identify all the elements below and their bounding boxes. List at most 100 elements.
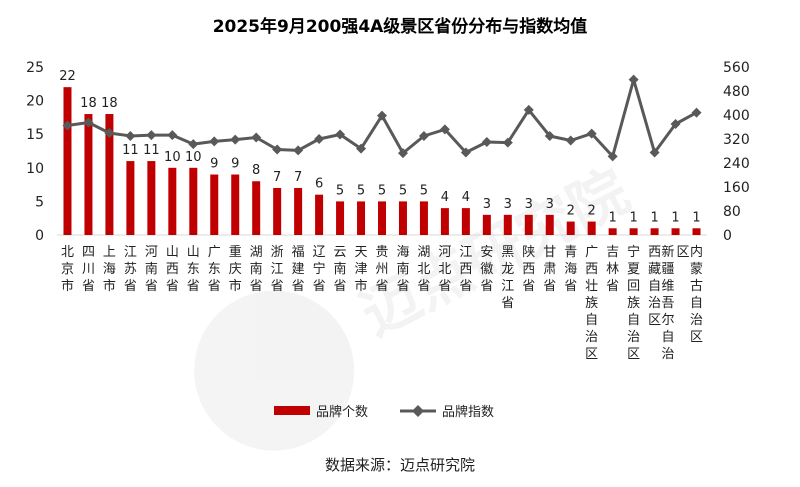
category-label: 宁夏回族自治区	[627, 244, 640, 362]
bar	[105, 114, 114, 235]
category-label: 黑龙江省	[501, 245, 514, 311]
bar	[587, 221, 596, 235]
line-point	[125, 131, 136, 141]
bar-data-label: 3	[483, 197, 491, 212]
category-label: 江西省	[459, 245, 472, 294]
bar	[231, 174, 240, 235]
bar-data-label: 3	[504, 197, 512, 212]
bar	[252, 181, 261, 235]
bar-data-label: 22	[59, 69, 76, 84]
bar-data-label: 2	[567, 204, 575, 219]
bar	[84, 114, 93, 235]
line-point	[628, 74, 639, 85]
bar-data-label: 3	[546, 197, 554, 212]
bar-data-label: 1	[629, 210, 637, 225]
category-label: 湖北省	[417, 245, 430, 294]
category-label: 四川省	[82, 245, 95, 294]
left-y-axis: 0 5 10 15 20 25	[26, 60, 44, 244]
line-point	[670, 119, 681, 129]
line-point	[544, 131, 555, 141]
bar-data-label: 7	[273, 170, 281, 185]
category-label: 河北省	[438, 245, 451, 294]
line-point	[83, 117, 94, 128]
right-axis-tick-label: 0	[723, 228, 732, 244]
right-axis-tick-label: 400	[723, 108, 750, 124]
bar	[189, 167, 198, 235]
bar	[126, 161, 135, 235]
right-axis-tick-label: 160	[723, 180, 750, 196]
category-label: 新疆维吾尔自治区	[662, 244, 690, 362]
line-point	[104, 128, 115, 138]
bar-data-label: 11	[122, 143, 139, 158]
bar-data-label: 11	[143, 143, 160, 158]
bar	[419, 201, 428, 235]
category-label: 浙江省	[271, 245, 284, 294]
bar-data-label: 18	[80, 96, 97, 111]
line-point	[62, 120, 73, 131]
bar	[63, 87, 72, 235]
bar	[545, 214, 554, 235]
bar-data-label: 10	[185, 150, 202, 165]
right-y-axis: 0 80 160 240 320 400 480 560	[723, 60, 750, 244]
bar	[398, 201, 407, 235]
bar	[503, 214, 512, 235]
line-point	[418, 131, 429, 141]
right-axis-tick-label: 560	[723, 60, 750, 76]
category-label: 上海市	[103, 245, 116, 294]
bar-data-label: 1	[650, 210, 658, 225]
left-axis-tick-label: 0	[35, 228, 44, 244]
bar-data-label: 2	[588, 204, 596, 219]
legend-line-label: 品牌指数	[442, 404, 494, 420]
line-point	[649, 147, 660, 158]
left-axis-tick-label: 25	[26, 60, 44, 76]
line-point	[167, 130, 178, 141]
category-label: 青海省	[564, 245, 577, 294]
bar	[461, 208, 470, 235]
category-label: 广西壮族自治区	[585, 245, 598, 362]
category-label: 甘肃省	[543, 245, 556, 294]
bar-data-label: 9	[231, 157, 239, 172]
legend: 品牌个数 品牌指数	[274, 404, 494, 420]
category-label: 贵州省	[375, 245, 388, 294]
bar-data-label: 1	[609, 210, 617, 225]
legend-line-marker	[412, 405, 424, 417]
bar	[629, 228, 638, 235]
legend-bar-label: 品牌个数	[316, 404, 368, 420]
line-point	[188, 139, 199, 150]
bar-data-label: 4	[441, 190, 449, 205]
line-point	[586, 128, 597, 139]
bar	[524, 214, 533, 235]
bar-data-label: 5	[420, 183, 428, 198]
bar-data-label: 1	[692, 210, 700, 225]
bar	[357, 201, 366, 235]
category-labels: 北京市四川省上海市江苏省河南省山西省山东省广东省重庆市湖南省浙江省福建省辽宁省云…	[61, 244, 703, 362]
line-point	[607, 151, 618, 162]
line-point	[481, 137, 492, 147]
category-label: 江苏省	[124, 245, 137, 294]
bar	[210, 174, 219, 235]
category-label: 福建省	[292, 245, 305, 294]
bar-data-label: 6	[315, 177, 323, 192]
category-label: 陕西省	[522, 245, 535, 294]
line-point	[565, 135, 576, 146]
line-point	[523, 104, 534, 115]
bar	[378, 201, 386, 235]
bar-data-label: 5	[357, 183, 365, 198]
category-label: 北京市	[61, 245, 74, 294]
line-point	[335, 129, 346, 140]
left-axis-tick-label: 5	[35, 194, 44, 210]
legend-bar-swatch	[274, 406, 310, 415]
left-axis-tick-label: 20	[26, 94, 44, 110]
category-label: 湖南省	[250, 245, 263, 294]
category-label: 河南省	[145, 245, 158, 294]
line-point	[356, 143, 367, 154]
left-axis-tick-label: 10	[26, 161, 44, 177]
bar	[147, 161, 156, 235]
line-point	[460, 147, 471, 158]
right-axis-tick-label: 480	[723, 84, 750, 100]
category-label: 广东省	[208, 245, 221, 294]
line-point	[209, 136, 220, 147]
category-label: 辽宁省	[313, 245, 326, 294]
category-label: 西藏自治区	[648, 245, 661, 328]
